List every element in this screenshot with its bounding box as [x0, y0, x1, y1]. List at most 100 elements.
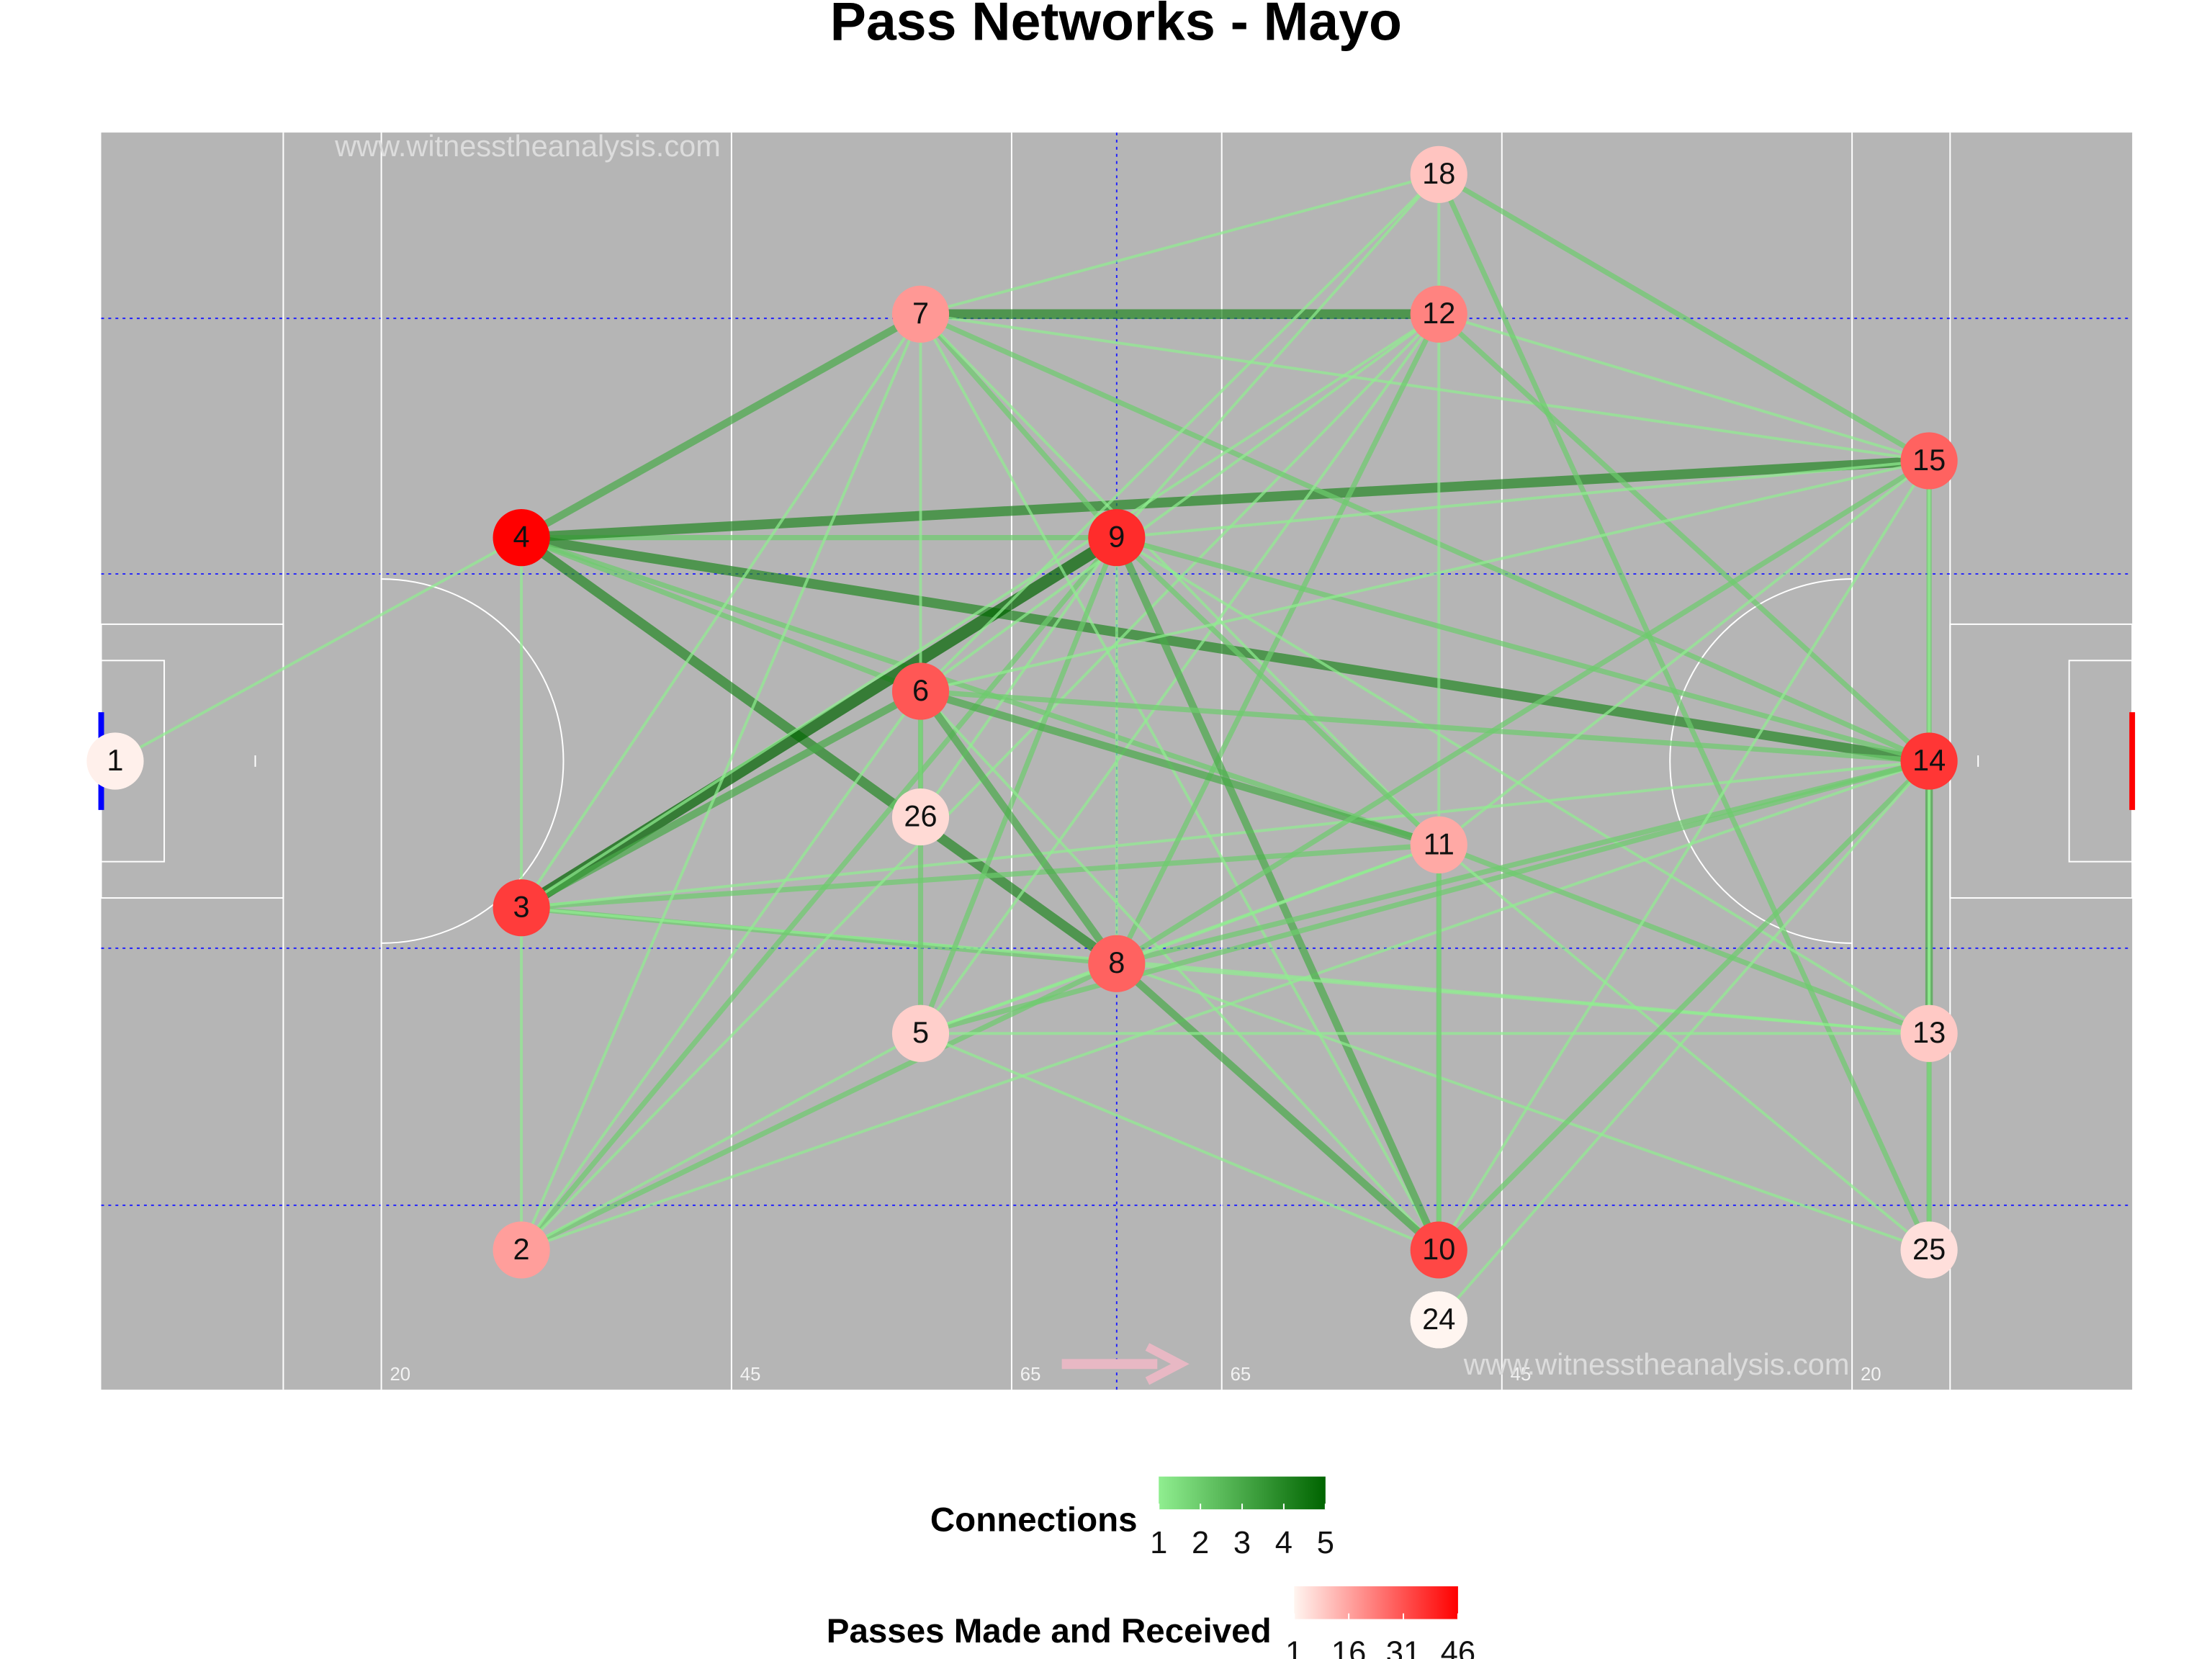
player-node [1410, 1221, 1467, 1279]
player-node [891, 788, 950, 846]
legend-title: Connections [930, 1501, 1138, 1539]
player-label: 8 [1108, 945, 1125, 979]
player-node [86, 732, 144, 790]
player-label: 12 [1422, 296, 1455, 330]
player-label: 10 [1422, 1232, 1455, 1266]
connection [1115, 459, 1931, 539]
connection [1437, 459, 1931, 1251]
player-node [1410, 145, 1467, 203]
legend-tick-label: 16 [1331, 1636, 1366, 1659]
connection [1114, 458, 1932, 966]
connection [917, 535, 1120, 1036]
player-label: 1 [107, 743, 123, 777]
connection [1436, 171, 1932, 464]
connection [1436, 171, 1932, 1253]
connection [1112, 960, 1443, 1254]
legend-tick-label: 46 [1441, 1636, 1475, 1659]
player-label: 26 [904, 799, 937, 833]
connection [919, 313, 1931, 462]
connection [520, 313, 1441, 1251]
connection [919, 313, 1441, 693]
connection [1112, 534, 1443, 1254]
connection [1114, 311, 1442, 966]
player-node [1900, 1004, 1958, 1062]
connection [517, 687, 925, 912]
connection [518, 535, 924, 694]
pitch-line-label: 45 [1511, 1364, 1532, 1385]
player-label: 4 [513, 520, 530, 554]
player-label: 24 [1422, 1302, 1455, 1336]
player-label: 6 [912, 673, 929, 707]
connection [518, 535, 1120, 1253]
legend-tick-label: 2 [1192, 1526, 1209, 1560]
player-label: 3 [513, 890, 530, 924]
connection [917, 311, 1932, 764]
connection [1114, 535, 1932, 764]
connection [520, 1032, 922, 1251]
player-node [1900, 432, 1958, 490]
connection [1437, 843, 1931, 1251]
pitch-line-label: 20 [390, 1364, 410, 1385]
player-node [1088, 935, 1146, 992]
connection [516, 532, 1122, 969]
player-node [1410, 816, 1467, 873]
connection [114, 536, 523, 763]
player-node [1410, 285, 1467, 343]
player-label: 15 [1912, 443, 1946, 477]
connection [919, 690, 1441, 1251]
connection [1436, 842, 1932, 1036]
connection [520, 760, 1931, 1251]
connection [919, 1032, 1441, 1251]
player-node [891, 1004, 950, 1062]
legend-tick-label: 1 [1285, 1636, 1303, 1659]
pitch-line-label: 65 [1020, 1364, 1041, 1385]
player-node [493, 879, 550, 937]
legend-colorbar [1294, 1586, 1458, 1619]
connection [917, 688, 1932, 764]
chart-title: Pass Networks - Mayo [830, 0, 1402, 52]
player-node [1900, 732, 1958, 790]
pitch-line-label: 65 [1231, 1364, 1251, 1385]
legend-tick-label: 5 [1317, 1526, 1334, 1560]
player-node [493, 1221, 550, 1279]
connection [917, 687, 1121, 968]
player-node [1900, 1221, 1958, 1279]
connection [520, 760, 1931, 909]
legend-tick-label: 4 [1275, 1526, 1292, 1560]
connection [1114, 535, 1442, 848]
connection [917, 758, 1932, 1036]
connection [520, 313, 1441, 909]
connection [919, 536, 1118, 819]
pitch-line-label: 20 [1861, 1364, 1881, 1385]
player-label: 2 [513, 1232, 530, 1266]
connection [516, 456, 1934, 543]
pitch-line-label: 45 [740, 1364, 761, 1385]
connection [1437, 313, 1931, 462]
connection [919, 173, 1441, 693]
nodes: 1432762659818121110222415141325 [86, 145, 1958, 1349]
legend-tick-label: 1 [1150, 1526, 1167, 1560]
watermark: www.witnesstheanalysis.com [1463, 1347, 1850, 1381]
player-label: 11 [1424, 827, 1455, 860]
connection [917, 311, 1120, 541]
connection [516, 532, 1934, 766]
player-label: 14 [1912, 743, 1946, 777]
player-label: 25 [1912, 1232, 1946, 1266]
connection [1115, 962, 1931, 1251]
legend-title: Passes Made and Received [827, 1612, 1272, 1650]
connection [1115, 962, 1931, 1035]
player-node [493, 509, 550, 567]
connection [520, 690, 922, 1251]
connection [520, 313, 922, 909]
connection [919, 313, 1441, 1251]
connection [515, 531, 1123, 914]
player-node [891, 285, 950, 343]
legend-tick-label: 31 [1386, 1636, 1421, 1659]
connection [919, 173, 1441, 316]
connection [919, 313, 1441, 847]
connection [1437, 459, 1931, 847]
connection [1114, 758, 1932, 966]
connection [518, 961, 1120, 1253]
player-label: 5 [912, 1015, 929, 1049]
